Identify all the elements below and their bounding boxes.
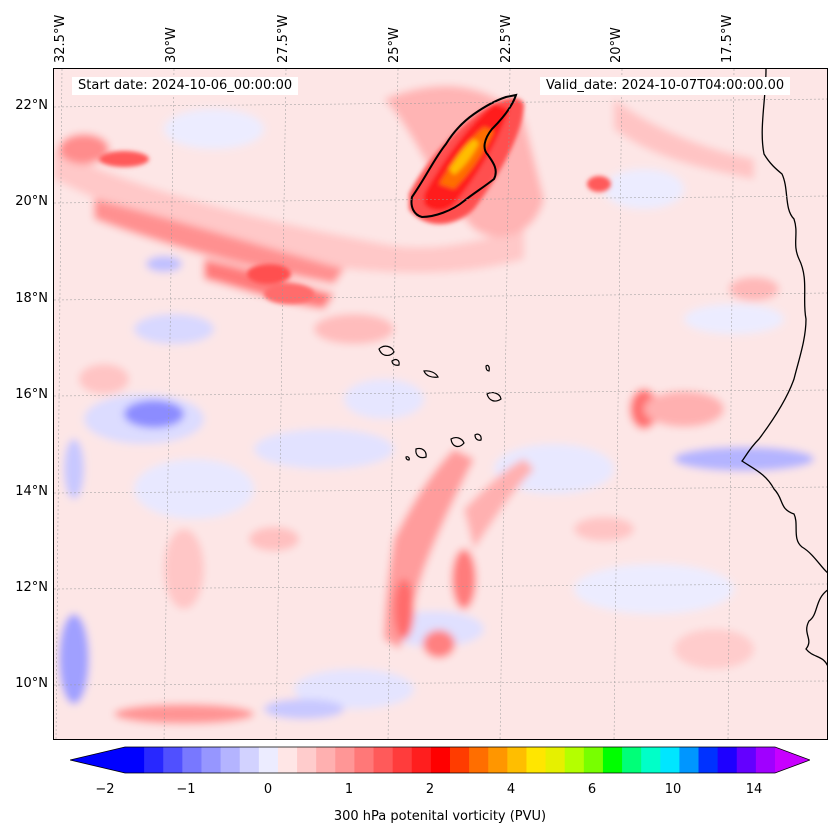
colorbar-cell — [277, 747, 298, 773]
colorbar-cell — [755, 747, 776, 773]
pv-field-map — [54, 69, 827, 739]
lon-label: 25°W — [387, 27, 402, 63]
map-panel[interactable] — [53, 68, 828, 740]
colorbar-label: 300 hPa potenital vorticity (PVU) — [333, 809, 547, 824]
lat-label: 18°N — [15, 291, 48, 306]
colorbar-tick: 14 — [745, 782, 763, 797]
colorbar-cell — [641, 747, 661, 773]
colorbar-tick: 6 — [587, 782, 597, 797]
lon-label: 20°W — [609, 27, 624, 63]
pv-maximum-streamer — [99, 97, 611, 304]
lon-label: 22.5°W — [499, 14, 514, 63]
colorbar-cell — [125, 747, 145, 773]
colorbar-cell — [411, 747, 432, 773]
colorbar-tick: −2 — [95, 782, 115, 797]
lat-label: 20°N — [15, 194, 48, 209]
colorbar-cell — [488, 747, 508, 773]
colorbar-cell — [602, 747, 623, 773]
cape-verde-islands — [378, 345, 502, 461]
colorbar-tick: 1 — [344, 782, 354, 797]
lat-label: 16°N — [15, 387, 48, 402]
colorbar-cell — [239, 747, 260, 773]
africa-coastline-south — [805, 589, 827, 667]
colorbar-cell — [698, 747, 719, 773]
colorbar-cell — [450, 747, 470, 773]
pv-2pvu-contour — [410, 93, 518, 219]
colorbar-cell — [335, 747, 356, 773]
colorbar-cell — [717, 747, 738, 773]
colorbar-extend-low — [70, 747, 125, 773]
colorbar-cell — [660, 747, 681, 773]
colorbar-cell — [469, 747, 489, 773]
lat-label: 14°N — [15, 484, 48, 499]
colorbar-cell — [144, 747, 164, 773]
colorbar-tick: 0 — [263, 782, 273, 797]
colorbar-cell — [526, 747, 547, 773]
lat-label: 22°N — [15, 98, 48, 113]
colorbar-cell — [622, 747, 642, 773]
colorbar-cell — [163, 747, 183, 773]
lon-label: 32.5°W — [53, 14, 68, 63]
colorbar-cell — [430, 747, 451, 773]
colorbar-extend-high — [775, 747, 810, 773]
colorbar-cell — [564, 747, 585, 773]
colorbar-cell — [354, 747, 375, 773]
colorbar-tick: −1 — [176, 782, 196, 797]
colorbar-cell — [220, 747, 241, 773]
colorbar-cell — [182, 747, 203, 773]
colorbar-cell — [373, 747, 394, 773]
colorbar-cell — [392, 747, 413, 773]
colorbar-tick: 4 — [506, 782, 516, 797]
lon-label: 27.5°W — [276, 14, 291, 63]
colorbar-cell — [736, 747, 757, 773]
colorbar-cell — [507, 747, 528, 773]
colorbar-cell — [201, 747, 222, 773]
lon-label: 30°W — [164, 27, 179, 63]
colorbar — [70, 746, 810, 774]
colorbar-cell — [679, 747, 700, 773]
colorbar-tick: 10 — [664, 782, 682, 797]
lon-label: 17.5°W — [720, 14, 735, 63]
africa-coastline — [740, 69, 827, 574]
colorbar-cell — [316, 747, 336, 773]
map-gridlines — [54, 69, 827, 739]
colorbar-cells — [125, 747, 776, 773]
colorbar-cell — [297, 747, 317, 773]
colorbar-cell — [545, 747, 566, 773]
colorbar-cell — [258, 747, 279, 773]
lat-label: 12°N — [15, 580, 48, 595]
colorbar-tick: 2 — [425, 782, 435, 797]
lat-label: 10°N — [15, 676, 48, 691]
colorbar-cell — [583, 747, 604, 773]
start-date-label: Start date: 2024-10-06_00:00:00 — [72, 77, 299, 95]
valid-date-label: Valid_date: 2024-10-07T04:00:00.00 — [540, 77, 791, 95]
